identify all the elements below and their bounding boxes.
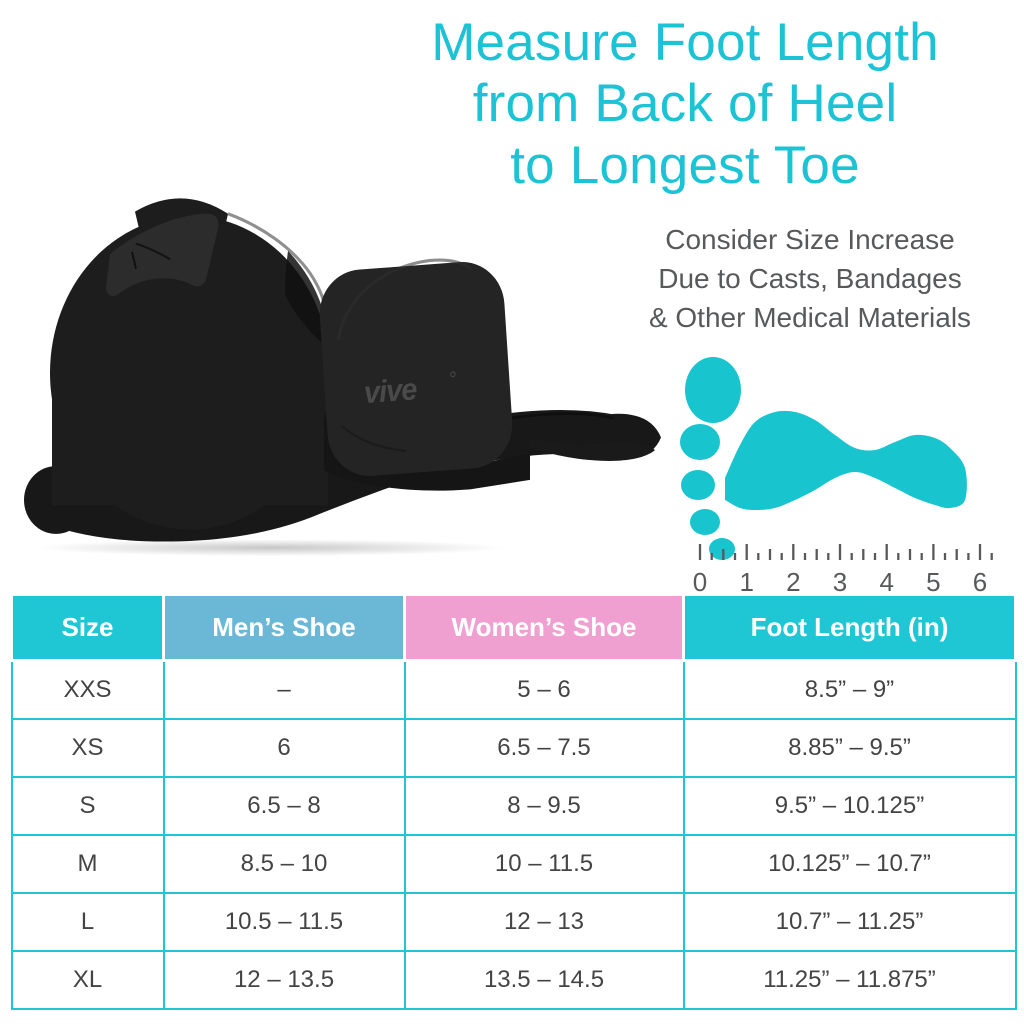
svg-text:vive: vive — [363, 372, 418, 410]
